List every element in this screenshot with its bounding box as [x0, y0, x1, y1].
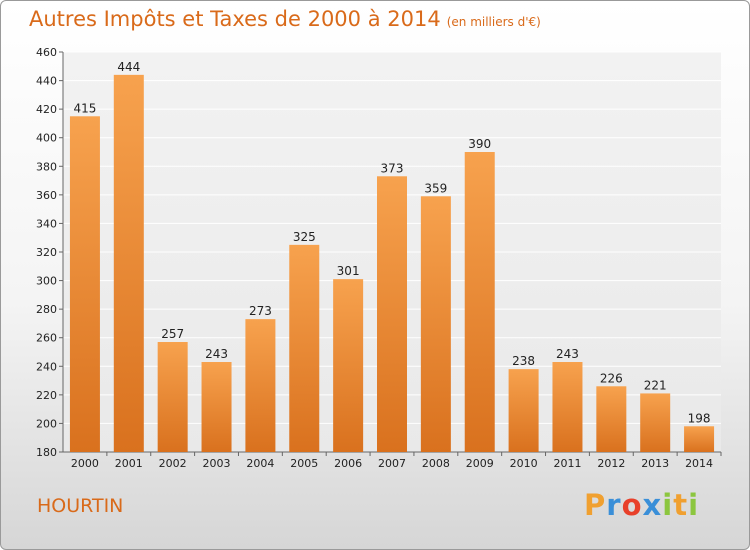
x-tick-label-2001: 2001 — [115, 457, 143, 470]
logo-letter: o — [621, 488, 643, 522]
place-name: HOURTIN — [37, 495, 124, 517]
value-label-2010: 238 — [512, 354, 535, 368]
y-tick-label: 200 — [36, 417, 57, 430]
x-tick-label-2004: 2004 — [246, 457, 274, 470]
bar-2009 — [464, 152, 495, 452]
bar-2007 — [377, 176, 407, 453]
logo-letter: r — [606, 488, 622, 522]
value-label-2008: 359 — [424, 181, 447, 195]
x-tick-label-2012: 2012 — [597, 457, 625, 470]
bar-2008 — [420, 196, 451, 452]
bar-2010 — [508, 369, 539, 452]
bar-2004 — [245, 319, 276, 452]
y-tick-label: 380 — [36, 160, 57, 173]
y-tick-label: 260 — [36, 332, 57, 345]
x-tick-label-2014: 2014 — [685, 457, 713, 470]
logo-letter: P — [584, 488, 607, 522]
y-tick-label: 220 — [36, 389, 57, 402]
y-tick-label: 340 — [36, 217, 57, 230]
bar-2005 — [289, 244, 320, 452]
y-tick-label: 400 — [36, 132, 57, 145]
bar-2006 — [333, 279, 364, 452]
logo-letter: i — [662, 488, 674, 522]
x-tick-label-2003: 2003 — [203, 457, 231, 470]
value-label-2012: 226 — [600, 371, 623, 385]
logo-letter: i — [688, 488, 700, 522]
x-tick-label-2007: 2007 — [378, 457, 406, 470]
y-tick-label: 300 — [36, 275, 57, 288]
y-tick-label: 320 — [36, 246, 57, 259]
bar-2003 — [201, 362, 232, 452]
value-label-2014: 198 — [688, 411, 711, 425]
proxiti-logo: Proxiti — [584, 488, 699, 522]
bar-2002 — [157, 342, 188, 452]
value-label-2006: 301 — [337, 264, 360, 278]
bar-2013 — [640, 393, 671, 452]
x-tick-label-2006: 2006 — [334, 457, 362, 470]
y-tick-label: 420 — [36, 103, 57, 116]
bar-2014 — [684, 426, 715, 452]
value-label-2007: 373 — [381, 161, 404, 175]
chart-subtitle: (en milliers d'€) — [446, 15, 541, 29]
x-tick-label-2000: 2000 — [71, 457, 99, 470]
value-label-2009: 390 — [468, 137, 491, 151]
y-tick-label: 240 — [36, 360, 57, 373]
value-label-2003: 243 — [205, 347, 228, 361]
value-label-2002: 257 — [161, 327, 184, 341]
value-label-2000: 415 — [73, 101, 96, 115]
x-tick-label-2013: 2013 — [641, 457, 669, 470]
value-label-2013: 221 — [644, 378, 667, 392]
x-tick-label-2002: 2002 — [159, 457, 187, 470]
x-tick-label-2009: 2009 — [466, 457, 494, 470]
chart-title-text: Autres Impôts et Taxes de 2000 à 2014 — [29, 7, 441, 31]
x-tick-label-2008: 2008 — [422, 457, 450, 470]
y-tick-label: 180 — [36, 446, 57, 459]
chart-title: Autres Impôts et Taxes de 2000 à 2014 (en… — [29, 7, 541, 31]
x-tick-label-2011: 2011 — [553, 457, 581, 470]
y-tick-label: 360 — [36, 189, 57, 202]
logo-letter: x — [642, 488, 663, 522]
x-tick-label-2005: 2005 — [290, 457, 318, 470]
bar-2000 — [69, 116, 100, 453]
bar-2012 — [596, 386, 627, 452]
value-label-2004: 273 — [249, 304, 272, 318]
logo-letter: t — [673, 488, 689, 522]
y-tick-label: 440 — [36, 75, 57, 88]
y-tick-label: 280 — [36, 303, 57, 316]
bar-2001 — [113, 74, 144, 452]
bar-2011 — [552, 362, 583, 452]
value-label-2011: 243 — [556, 347, 579, 361]
x-tick-label-2010: 2010 — [510, 457, 538, 470]
y-tick-label: 460 — [36, 46, 57, 59]
value-label-2005: 325 — [293, 230, 316, 244]
value-label-2001: 444 — [117, 60, 140, 74]
